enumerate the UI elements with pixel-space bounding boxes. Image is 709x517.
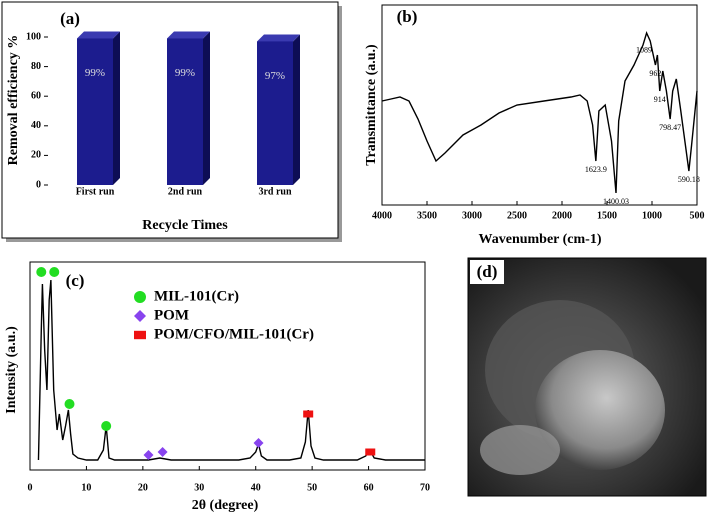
x-tick-label: 3500 [417,210,437,221]
marker [101,421,112,431]
annotation: 914 [654,95,666,104]
x-tick-label: 3000 [462,210,482,221]
marker [303,410,314,418]
marker [143,450,154,460]
data-line [37,279,425,461]
x-tick-label: 1500 [597,210,617,221]
marker [365,448,376,456]
legend-marker [134,330,146,340]
value-label: 99% [85,67,105,79]
annotation: 1089 [636,46,652,55]
x-tick-label: 3rd run [258,186,292,197]
x-tick-label: 2500 [507,210,527,221]
legend-marker [134,291,146,303]
y-axis-label: Intensity (a.u.) [4,326,19,414]
y-tick-label: 40 [31,120,41,131]
annotation: 1623.9 [585,165,607,174]
image-shape [480,425,560,475]
bar-side [113,31,120,186]
panel-label: (c) [66,271,85,290]
x-tick-label: 4000 [372,210,392,221]
x-tick-label: 60 [364,482,374,493]
x-tick-label: 2000 [552,210,572,221]
x-tick-label: 10 [81,482,91,493]
x-tick-label: 500 [690,210,705,221]
sem-image: (d) [467,257,707,497]
image-shape [535,350,665,470]
value-label: 99% [175,67,195,79]
marker [253,438,264,448]
x-tick-label: 1000 [642,210,662,221]
legend-label: POM [154,307,189,323]
legend-label: MIL-101(Cr) [154,288,239,304]
annotation: 590.18 [678,175,700,184]
x-tick-label: 50 [307,482,317,493]
marker [36,267,47,277]
bar [77,38,113,186]
y-tick-label: 60 [31,90,41,101]
y-axis-label: Transmittance (a.u.) [364,44,379,166]
x-tick-label: 40 [251,482,261,493]
data-line [381,31,698,194]
marker [157,447,168,457]
y-tick-label: 100 [26,31,41,42]
marker [64,399,75,409]
marker [49,267,60,277]
x-tick-label: 2nd run [168,186,203,197]
x-axis-label: Wavenumber (cm-1) [479,232,602,247]
legend-marker [134,310,146,322]
bar [257,41,293,185]
annotation: 798.47 [659,123,681,132]
plot-frame [381,4,698,206]
label-box [470,260,504,284]
y-tick-label: 0 [36,179,41,190]
legend-label: POM/CFO/MIL-101(Cr) [154,326,314,342]
bar-top [167,31,210,39]
x-axis-label: 2θ (degree) [192,498,259,513]
x-tick-label: 20 [138,482,148,493]
x-tick-label: 0 [28,482,33,493]
bar-side [293,34,300,185]
panel-label: (a) [60,9,80,28]
bar-side [203,31,210,186]
bar [167,38,203,186]
value-label: 97% [265,70,285,82]
y-tick-label: 80 [31,61,41,72]
bar-top [77,31,120,39]
panel-label: (b) [397,7,418,26]
annotation: 1400.03 [603,197,629,206]
x-tick-label: 70 [420,482,430,493]
annotation: 962 [649,69,661,78]
panel-label: (d) [477,262,498,281]
x-tick-label: First run [76,186,115,197]
plot-frame [29,261,426,471]
bar-top [257,34,300,42]
x-tick-label: 30 [194,482,204,493]
y-tick-label: 20 [31,150,41,161]
y-axis-label: Removal efficiency % [6,35,21,166]
x-axis-label: Recycle Times [142,218,228,233]
